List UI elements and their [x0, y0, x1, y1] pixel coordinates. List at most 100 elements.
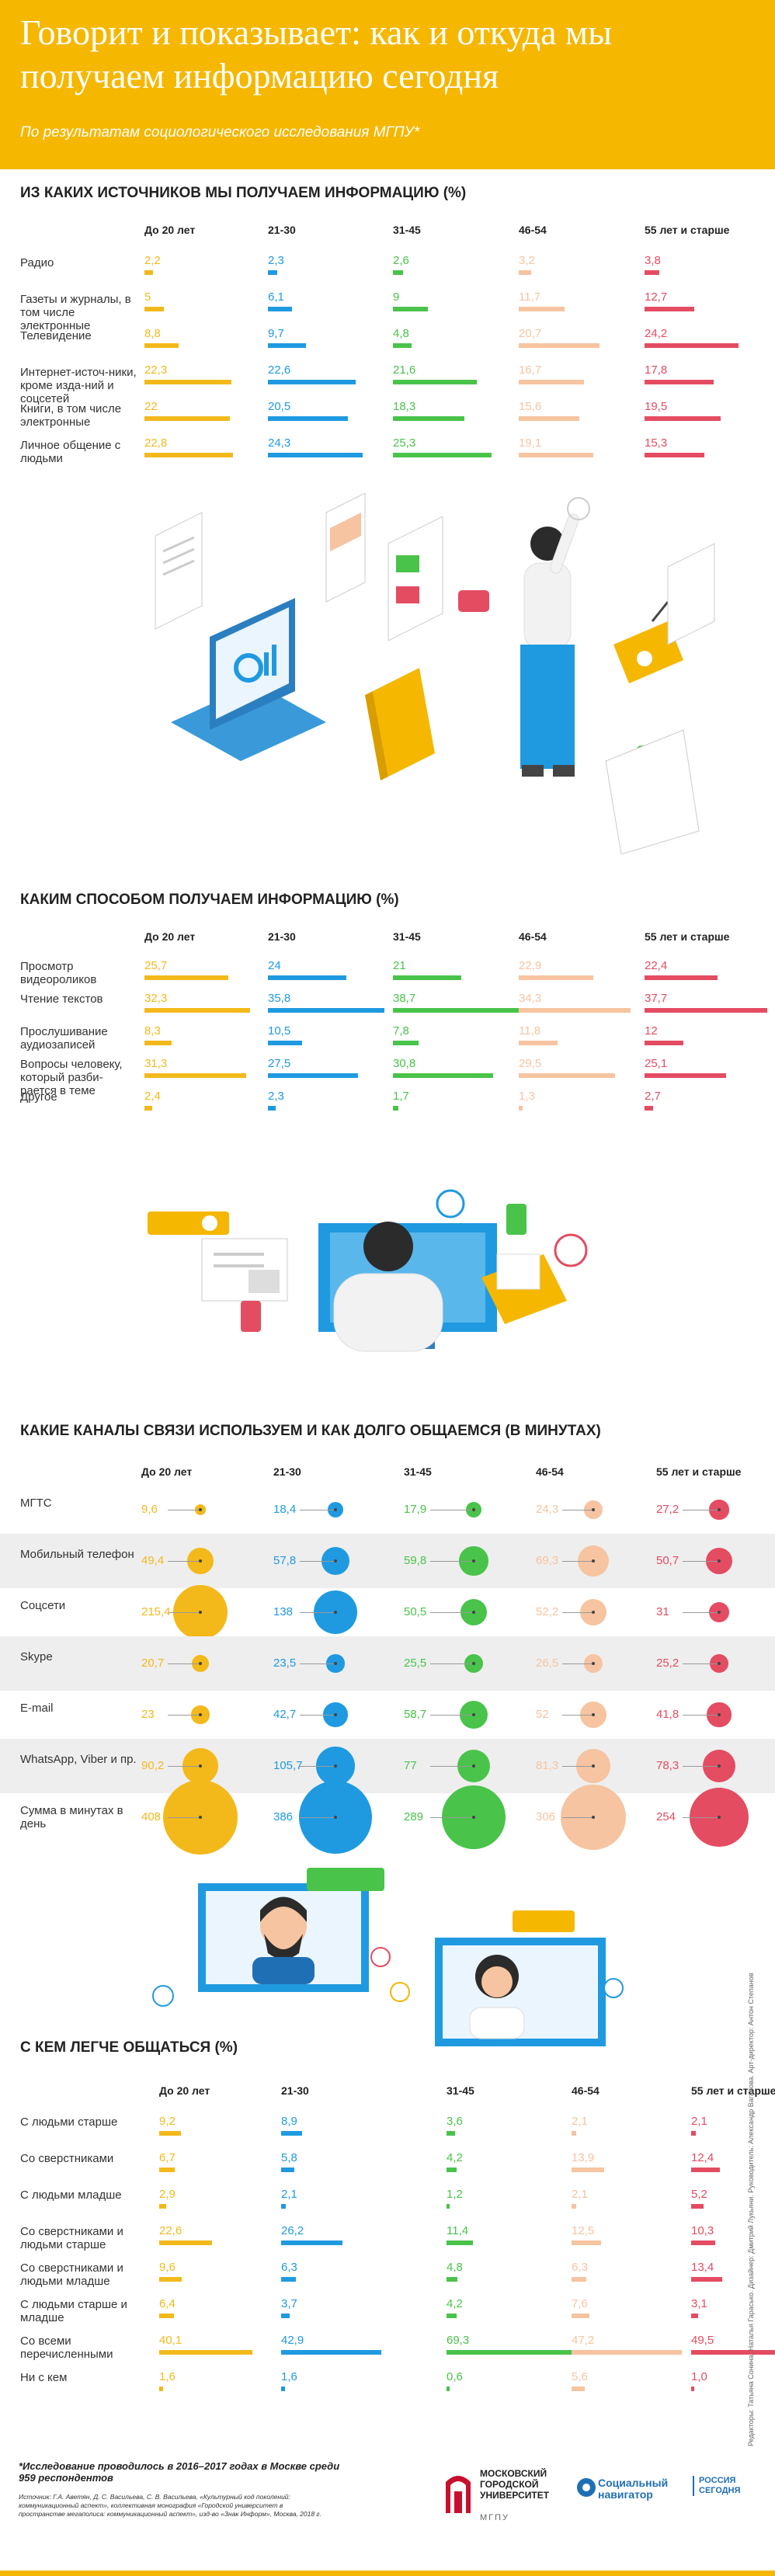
leader-line: [683, 1817, 719, 1818]
data-label: 13,9: [572, 2151, 595, 2164]
row-label: Со всеми перечисленными: [20, 2334, 113, 2361]
data-label: 22,9: [519, 959, 542, 972]
age-column-header: 55 лет и старше: [691, 2084, 775, 2097]
data-label: 4,2: [447, 2151, 463, 2164]
data-label: 26,2: [281, 2224, 304, 2237]
video-call-right-screen: [435, 1938, 606, 2046]
data-label: 10,5: [268, 1024, 291, 1038]
section-title: КАКИЕ КАНАЛЫ СВЯЗИ ИСПОЛЬЗУЕМ И КАК ДОЛГ…: [20, 1423, 601, 1439]
data-label: 2,1: [572, 2188, 588, 2201]
bar: [447, 2131, 455, 2136]
center-dot: [592, 1508, 595, 1511]
section-title: КАКИМ СПОСОБОМ ПОЛУЧАЕМ ИНФОРМАЦИЮ (%): [20, 892, 399, 908]
row-label: С людьми младше: [20, 2188, 122, 2202]
bar: [268, 270, 277, 275]
leader-line: [300, 1817, 335, 1818]
data-label: 11,4: [447, 2224, 469, 2237]
bar: [572, 2204, 577, 2209]
data-label: 12,5: [572, 2224, 595, 2237]
row-label: С людьми старше и младше: [20, 2298, 127, 2324]
illustration-person-screens: [0, 489, 775, 855]
data-label: 1,2: [447, 2188, 463, 2201]
age-column-header: 55 лет и старше: [656, 1465, 742, 1478]
data-label: 8,3: [144, 1024, 161, 1038]
data-label: 1,6: [159, 2370, 176, 2383]
center-dot: [718, 1662, 721, 1665]
data-label: 6,4: [159, 2297, 176, 2310]
bar: [519, 453, 593, 457]
bar: [281, 2168, 295, 2172]
bar: [281, 2131, 302, 2136]
bar: [268, 453, 363, 457]
data-label: 6,3: [572, 2261, 588, 2274]
age-column-header: До 20 лет: [141, 1465, 193, 1478]
bar: [572, 2277, 586, 2282]
row-label: Телевидение: [20, 329, 92, 342]
data-label: 2,9: [159, 2188, 176, 2201]
data-label: 19,1: [519, 436, 542, 450]
bar: [447, 2387, 450, 2391]
bottom-rule: [0, 2571, 775, 2576]
bar: [393, 975, 462, 980]
center-dot: [199, 1559, 202, 1563]
data-label: 5,8: [281, 2151, 297, 2164]
center-dot: [592, 1764, 595, 1768]
russia-today-logo: РОССИЯ СЕГОДНЯ: [693, 2476, 745, 2496]
center-dot: [199, 1764, 202, 1768]
data-label: 12,4: [691, 2151, 714, 2164]
data-label: 1,6: [281, 2370, 297, 2383]
row-label: Со сверстниками и людьми старше: [20, 2225, 123, 2251]
data-label: 2,3: [268, 1090, 284, 1103]
data-label: 8,9: [281, 2115, 297, 2128]
bar: [447, 2204, 450, 2209]
center-dot: [718, 1713, 721, 1716]
leader-line: [562, 1766, 593, 1767]
document-icon: [155, 512, 203, 630]
chat-bubble-icon: [513, 1910, 575, 1932]
data-label: 23,5: [273, 1656, 297, 1670]
bar: [645, 1073, 727, 1078]
data-label: 17,8: [645, 363, 668, 377]
data-label: 9,6: [141, 1503, 158, 1516]
leader-line: [430, 1663, 474, 1664]
age-column-header: 21-30: [268, 930, 296, 943]
age-column-header: 46-54: [519, 224, 547, 236]
data-label: 77: [404, 1759, 417, 1772]
bar: [268, 1041, 303, 1045]
row-label: Прослушивание аудиозаписей: [20, 1025, 108, 1052]
age-column-header: 31-45: [447, 2084, 474, 2097]
data-label: 6,3: [281, 2261, 297, 2274]
data-label: 13,4: [691, 2261, 714, 2274]
leader-line: [168, 1612, 200, 1613]
leader-line: [562, 1663, 593, 1664]
center-dot: [718, 1559, 721, 1563]
mail-icon: [481, 1253, 567, 1324]
center-dot: [334, 1508, 337, 1511]
bar: [144, 307, 164, 311]
age-column-header: 21-30: [273, 1465, 301, 1478]
row-label: МГТС: [20, 1497, 52, 1510]
channels-section: КАКИЕ КАНАЛЫ СВЯЗИ ИСПОЛЬЗУЕМ И КАК ДОЛГ…: [0, 1423, 775, 1858]
row-label: Соцсети: [20, 1599, 66, 1612]
data-label: 11,8: [519, 1024, 541, 1038]
row-label: Со сверстниками и людьми младше: [20, 2261, 123, 2288]
data-label: 22: [144, 400, 158, 413]
navigator-logo-icon: [577, 2478, 596, 2497]
mgpu-abbr: МГПУ: [480, 2513, 510, 2522]
data-label: 50,7: [656, 1554, 679, 1567]
data-label: 386: [273, 1810, 294, 1823]
data-label: 35,8: [268, 992, 291, 1005]
row-label: Skype: [20, 1650, 53, 1663]
person-icon: [333, 1222, 443, 1352]
data-label: 2,3: [268, 254, 284, 267]
data-label: 37,7: [645, 992, 668, 1005]
data-label: 2,1: [572, 2115, 588, 2128]
center-dot: [592, 1611, 595, 1614]
center-dot: [199, 1611, 202, 1614]
bar: [393, 453, 492, 457]
data-label: 69,3: [536, 1554, 559, 1567]
age-column-header: 46-54: [536, 1465, 564, 1478]
data-label: 7,8: [393, 1024, 409, 1038]
bar: [393, 416, 464, 421]
center-dot: [472, 1559, 475, 1563]
